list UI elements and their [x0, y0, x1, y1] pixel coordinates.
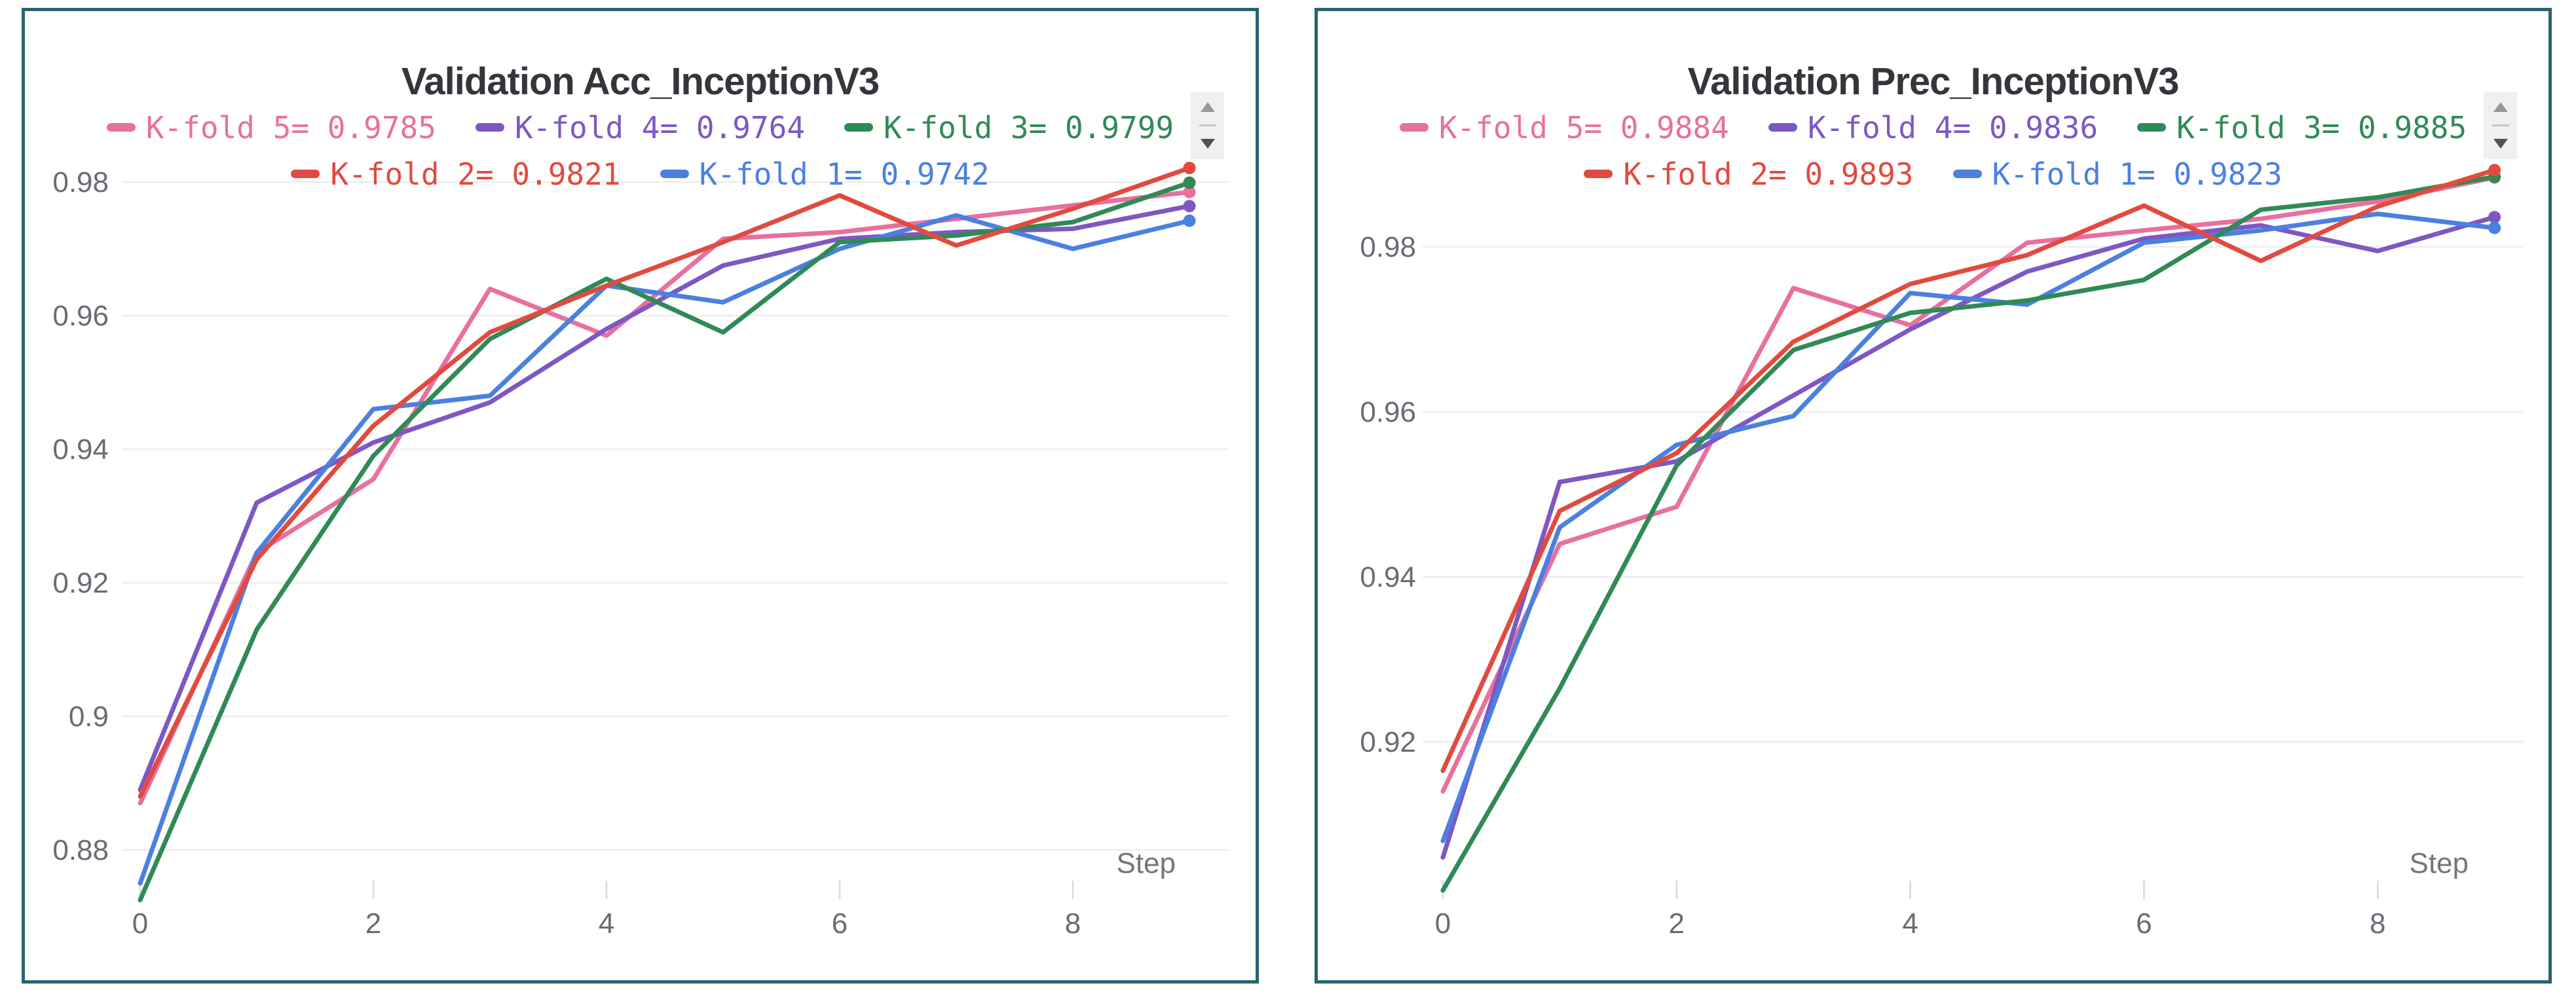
series-endpoint-dot: [1183, 200, 1196, 213]
legend-item: K-fold 1= 0.9742: [660, 156, 990, 192]
chart-title: Validation Acc_InceptionV3: [401, 60, 880, 103]
panel-validation-prec: 0.98 0.96 0.94 0.92 0 2 4 6 8 Step Validation Pre…: [1315, 8, 2552, 984]
legend-item: K-fold 2= 0.9821: [291, 156, 621, 192]
x-axis-tick-label: 6: [832, 908, 848, 940]
legend-row: K-fold 2= 0.9821 K-fold 1= 0.9742: [25, 151, 1256, 197]
legend-swatch-icon: [2137, 123, 2167, 132]
legend-row: K-fold 2= 0.9893 K-fold 1= 0.9823: [1318, 151, 2548, 197]
series-endpoint-dot: [2488, 164, 2501, 177]
legend-swatch-icon: [1584, 170, 1613, 178]
series-line-k-fold-4: [1440, 215, 2497, 860]
series-line-k-fold-1: [138, 213, 1192, 886]
scroll-down-icon[interactable]: [2493, 139, 2508, 149]
y-axis-tick-label: 0.98: [1360, 231, 1416, 263]
legend-label: K-fold 5= 0.9785: [145, 109, 436, 145]
legend-item: K-fold 1= 0.9823: [1952, 156, 2283, 192]
legend-swatch-icon: [1952, 170, 1982, 178]
legend-swatch-icon: [106, 123, 136, 132]
x-axis-tick-label: 4: [599, 908, 614, 940]
series-line-k-fold-5: [1440, 175, 2497, 794]
plot-area: 0.98 0.96 0.94 0.92 0 2 4 6 8 Step: [1360, 164, 2523, 940]
panel-scroll-spinner: [1191, 92, 1224, 159]
y-axis-tick-label: 0.98: [52, 166, 109, 198]
legend-label: K-fold 2= 0.9893: [1623, 156, 1914, 192]
x-axis-tick-label: 2: [365, 908, 381, 940]
chart-legend: K-fold 5= 0.9884 K-fold 4= 0.9836 K-fold 3…: [1318, 104, 2548, 197]
panel-scroll-spinner: [2484, 92, 2517, 159]
y-axis-tick-label: 0.94: [1360, 561, 1416, 593]
legend-label: K-fold 3= 0.9799: [884, 109, 1174, 145]
spinner-divider: [1199, 124, 1216, 126]
legend-item: K-fold 4= 0.9836: [1768, 110, 2098, 145]
legend-label: K-fold 4= 0.9836: [1807, 109, 2099, 145]
legend-item: K-fold 3= 0.9885: [2137, 110, 2467, 145]
y-axis-tick-label: 0.9: [69, 701, 109, 733]
series-line-k-fold-1: [1440, 212, 2497, 843]
legend-swatch-icon: [1399, 123, 1428, 132]
series-line-k-fold-5: [138, 189, 1192, 806]
series-line-k-fold-3: [138, 180, 1192, 902]
legend-item: K-fold 5= 0.9884: [1399, 109, 1729, 145]
scroll-up-icon[interactable]: [2493, 101, 2508, 112]
series-endpoint-dot: [2488, 221, 2501, 234]
x-axis-tick-label: 4: [1902, 908, 1918, 940]
x-axis-tick-label: 6: [2136, 908, 2152, 940]
legend-row: K-fold 5= 0.9884 K-fold 4= 0.9836 K-fold 3…: [1318, 104, 2548, 151]
legend-swatch-icon: [1768, 123, 1797, 132]
series-endpoint-dot: [1183, 185, 1196, 198]
scroll-down-icon[interactable]: [1200, 139, 1215, 149]
legend-swatch-icon: [291, 170, 320, 178]
legend-label: K-fold 2= 0.9821: [330, 156, 621, 192]
legend-item: K-fold 2= 0.9893: [1584, 156, 1914, 192]
legend-row: K-fold 5= 0.9785 K-fold 4= 0.9764 K-fold 3…: [25, 104, 1256, 151]
series-endpoint-dot: [1183, 176, 1196, 189]
plot-area: 0.98 0.96 0.94 0.92 0.9 0.88 0 2 4 6 8 Step: [52, 162, 1229, 940]
series-line-k-fold-2: [1440, 168, 2497, 773]
y-axis-tick-label: 0.96: [1360, 396, 1416, 428]
legend-label: K-fold 4= 0.9764: [514, 109, 806, 145]
y-axis-tick-label: 0.96: [52, 300, 109, 332]
x-axis-tick-label: 0: [1435, 908, 1451, 940]
legend-swatch-icon: [844, 123, 874, 132]
y-axis-tick-label: 0.92: [52, 567, 109, 599]
legend-item: K-fold 4= 0.9764: [475, 109, 806, 145]
x-axis-tick-label: 8: [2370, 908, 2385, 940]
x-axis-tick-label: 8: [1065, 908, 1081, 940]
y-axis-tick-label: 0.94: [52, 433, 109, 466]
x-axis-tick-label: 0: [132, 908, 148, 940]
scroll-up-icon[interactable]: [1200, 101, 1215, 112]
panel-validation-acc: 0.98 0.96 0.94 0.92 0.9 0.88 0 2 4 6 8 Step Validat…: [22, 8, 1259, 984]
legend-label: K-fold 3= 0.9885: [2176, 109, 2467, 145]
x-axis-title: Step: [1116, 847, 1176, 879]
legend-item: K-fold 5= 0.9785: [106, 109, 436, 145]
spinner-divider: [2492, 124, 2509, 126]
legend-item: K-fold 3= 0.9799: [844, 110, 1174, 145]
chart-title: Validation Prec_InceptionV3: [1687, 60, 2180, 103]
series-endpoint-dot: [1183, 162, 1196, 175]
y-axis-tick-label: 0.88: [52, 834, 109, 866]
x-axis-tick-label: 2: [1669, 908, 1685, 940]
legend-swatch-icon: [475, 123, 504, 132]
legend-label: K-fold 5= 0.9884: [1438, 109, 1729, 145]
legend-label: K-fold 1= 0.9823: [1992, 156, 2283, 192]
legend-swatch-icon: [660, 170, 689, 178]
series-line-k-fold-2: [138, 166, 1192, 799]
chart-legend: K-fold 5= 0.9785 K-fold 4= 0.9764 K-fold 3…: [25, 104, 1256, 197]
series-line-k-fold-3: [1440, 174, 2497, 893]
series-endpoint-dot: [1183, 214, 1196, 227]
series-endpoint-dot: [2488, 211, 2501, 224]
x-axis-title: Step: [2409, 847, 2469, 879]
legend-label: K-fold 1= 0.9742: [699, 156, 990, 192]
y-axis-tick-label: 0.92: [1360, 726, 1416, 758]
